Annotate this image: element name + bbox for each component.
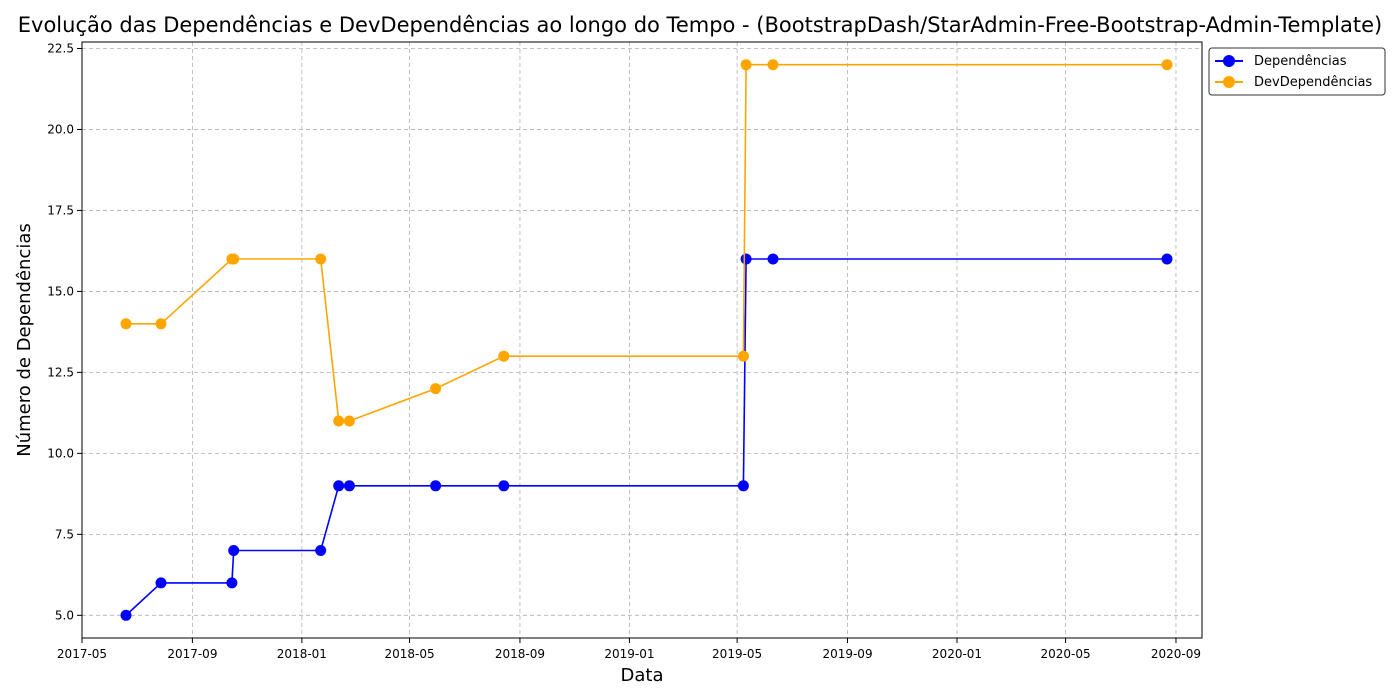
- legend-marker-dependencias: [1223, 55, 1235, 67]
- x-tick-label: 2019-09: [822, 647, 872, 661]
- data-point-dependencias: [315, 545, 327, 556]
- data-point-devdependencias: [315, 253, 327, 265]
- data-point-devdependencias: [120, 318, 132, 330]
- data-point-devdependencias: [333, 415, 345, 427]
- data-point-devdependencias: [498, 350, 510, 362]
- legend-box: [1208, 47, 1386, 96]
- x-axis-ticks: 2017-05 2017-09 2018-01 2018-05 2018-09 2019-…: [57, 638, 1201, 661]
- x-tick-label: 2019-01: [604, 647, 654, 661]
- x-tick-label: 2017-05: [57, 647, 107, 661]
- x-tick-label: 2020-05: [1041, 647, 1091, 661]
- x-tick-label: 2018-01: [277, 647, 327, 661]
- data-point-dependencias: [155, 577, 167, 589]
- y-tick-label: 22.5: [47, 41, 74, 55]
- series-dependencias: [120, 253, 1173, 621]
- data-point-dependencias: [737, 480, 749, 492]
- chart-title: Evolução das Dependências e DevDependênc…: [18, 13, 1382, 37]
- x-tick-label: 2020-09: [1151, 647, 1201, 661]
- data-point-dependencias: [740, 253, 752, 265]
- data-point-dependencias: [226, 577, 238, 589]
- x-axis-label: Data: [621, 665, 664, 686]
- series-line-dependencias: [125, 258, 1167, 616]
- series-devdependencias: [120, 59, 1173, 427]
- data-point-devdependencias: [767, 59, 779, 71]
- y-tick-label: 20.0: [47, 122, 74, 136]
- y-axis-ticks: 5.0 7.5 10.0 12.5 15.0 17.5 20.0 22.5: [47, 41, 82, 622]
- gridlines: [81, 42, 1202, 638]
- x-tick-label: 2018-09: [495, 647, 545, 661]
- y-tick-label: 15.0: [47, 284, 74, 298]
- legend: Dependências DevDependências: [1208, 47, 1386, 96]
- plot-frame: [81, 41, 1203, 639]
- x-tick-label: 2018-05: [384, 647, 434, 661]
- data-point-devdependencias: [740, 59, 752, 71]
- data-point-devdependencias: [1161, 59, 1173, 71]
- data-point-dependencias: [498, 480, 510, 492]
- plot-series: [120, 59, 1173, 621]
- data-point-dependencias: [343, 480, 355, 492]
- data-point-dependencias: [120, 609, 132, 621]
- x-tick-label: 2020-01: [932, 647, 982, 661]
- y-tick-label: 17.5: [47, 203, 74, 217]
- data-point-devdependencias: [155, 318, 167, 330]
- legend-label-dependencias: Dependências: [1254, 54, 1347, 69]
- y-tick-label: 10.0: [47, 446, 74, 460]
- y-axis-label: Número de Dependências: [14, 223, 35, 457]
- y-tick-label: 7.5: [55, 527, 74, 541]
- data-point-devdependencias: [228, 253, 240, 265]
- data-point-dependencias: [1161, 253, 1173, 265]
- y-tick-label: 5.0: [55, 608, 74, 622]
- legend-marker-devdependencias: [1223, 76, 1235, 88]
- series-line-devdependencias: [126, 63, 1167, 422]
- data-point-dependencias: [333, 480, 345, 492]
- data-point-devdependencias: [343, 415, 355, 427]
- x-tick-label: 2017-09: [167, 647, 217, 661]
- y-tick-label: 12.5: [47, 365, 74, 379]
- legend-label-devdependencias: DevDependências: [1254, 75, 1372, 90]
- data-point-dependencias: [767, 253, 779, 265]
- x-tick-label: 2019-05: [712, 647, 762, 661]
- data-point-devdependencias: [430, 383, 442, 395]
- data-point-dependencias: [430, 480, 442, 492]
- data-point-devdependencias: [737, 350, 749, 362]
- data-point-dependencias: [228, 545, 240, 556]
